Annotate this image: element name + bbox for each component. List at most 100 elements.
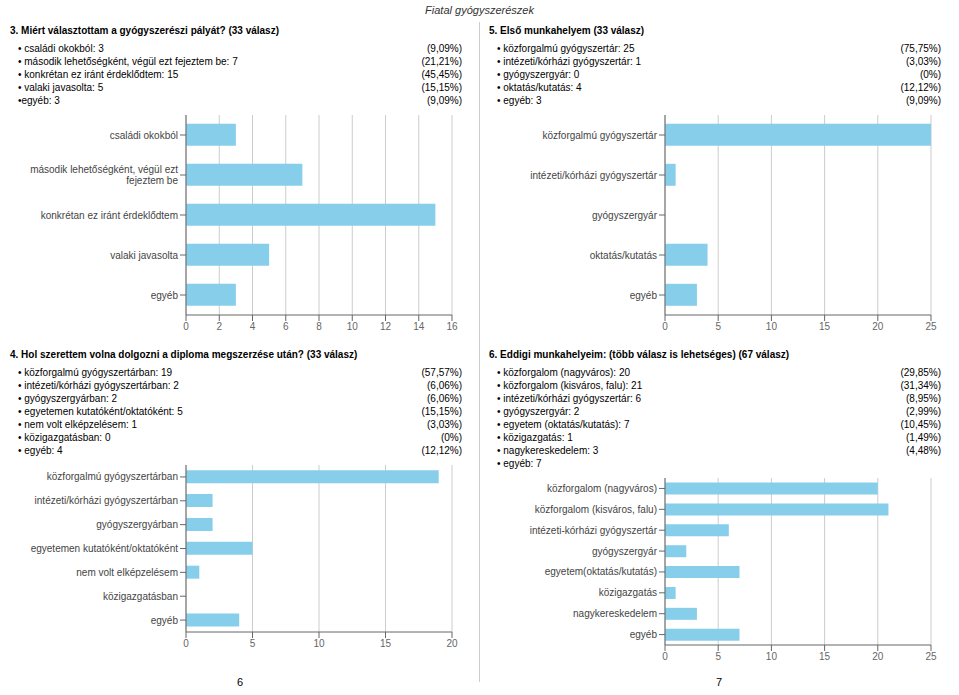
svg-text:2: 2 [216, 321, 222, 332]
html-text:(15,15%): (15,15%) [421, 406, 462, 417]
svg-text:oktatás/kutatás: oktatás/kutatás [590, 250, 657, 261]
svg-text:intézeti/kórházi gyógyszertár: intézeti/kórházi gyógyszertár [530, 170, 657, 181]
svg-text:5: 5 [715, 321, 721, 332]
svg-text:20: 20 [872, 321, 884, 332]
html-text:(3,03%): (3,03%) [427, 419, 462, 430]
svg-text:5: 5 [250, 638, 256, 649]
svg-text:10: 10 [766, 321, 778, 332]
svg-text:közigazgatásban: közigazgatásban [103, 591, 178, 602]
html-text:• intézeti/kórházi gyógyszertá: • intézeti/kórházi gyógyszertárban: 2 [18, 380, 179, 391]
html-text:(6,06%): (6,06%) [427, 393, 462, 404]
svg-text:közigazgatás: közigazgatás [599, 587, 657, 598]
html-text:• közforgalmú gyógyszertárban:: • közforgalmú gyógyszertárban: 19 [18, 367, 173, 378]
svg-text:10: 10 [347, 321, 359, 332]
html-text:(9,09%): (9,09%) [906, 95, 941, 106]
html-text:• gyógyszergyár: 2: • gyógyszergyár: 2 [497, 406, 580, 417]
html-text:Fiatal gyógyszerészek: Fiatal gyógyszerészek [425, 4, 534, 16]
html-text:(75,75%): (75,75%) [900, 43, 941, 54]
svg-text:gyógyszergyár: gyógyszergyár [592, 546, 658, 557]
html-text:• intézeti/kórházi gyógyszertá: • intézeti/kórházi gyógyszertár: 6 [497, 393, 642, 404]
svg-text:családi okokból: családi okokból [110, 130, 178, 141]
svg-text:4: 4 [250, 321, 256, 332]
svg-text:nagykereskedelem: nagykereskedelem [573, 608, 657, 619]
html-text:(45,45%): (45,45%) [421, 69, 462, 80]
html-text:(9,09%): (9,09%) [427, 43, 462, 54]
html-text:• konkrétan ez iránt érdeklődt: • konkrétan ez iránt érdeklődtem: 15 [18, 69, 179, 80]
html-text:(12,12%): (12,12%) [421, 445, 462, 456]
svg-text:0: 0 [183, 321, 189, 332]
svg-text:közforgalom (nagyváros): közforgalom (nagyváros) [547, 483, 657, 494]
svg-text:gyógyszergyárban: gyógyszergyárban [96, 519, 178, 530]
svg-text:25: 25 [925, 321, 937, 332]
html-text:• egyéb: 3: • egyéb: 3 [497, 95, 542, 106]
html-text:• közforgalmú gyógyszertár: 25: • közforgalmú gyógyszertár: 25 [497, 43, 635, 54]
svg-text:20: 20 [872, 651, 884, 662]
html-text:(6,06%): (6,06%) [427, 380, 462, 391]
svg-text:10: 10 [766, 651, 778, 662]
svg-text:egyetem(oktatás/kutatás): egyetem(oktatás/kutatás) [545, 566, 657, 577]
html-text:(31,34%): (31,34%) [900, 380, 941, 391]
svg-text:12: 12 [380, 321, 392, 332]
svg-text:egyetemen kutatóként/oktatókén: egyetemen kutatóként/oktatóként [31, 543, 179, 554]
svg-text:gyógyszergyár: gyógyszergyár [592, 210, 658, 221]
html-text:(12,12%): (12,12%) [900, 82, 941, 93]
svg-text:14: 14 [413, 321, 425, 332]
html-text:• gyógyszergyárban: 2: • gyógyszergyárban: 2 [18, 393, 118, 404]
svg-text:16: 16 [446, 321, 458, 332]
html-text:• közigazgatásban: 0: • közigazgatásban: 0 [18, 432, 111, 443]
html-text:• valaki javasolta: 5: • valaki javasolta: 5 [18, 82, 104, 93]
html-text:(29,85%): (29,85%) [900, 367, 941, 378]
svg-text:valaki javasolta: valaki javasolta [110, 250, 178, 261]
html-text:• közforgalom (nagyváros): 20: • közforgalom (nagyváros): 20 [497, 367, 630, 378]
html-text:•egyéb: 3: •egyéb: 3 [18, 95, 60, 106]
html-text:(9,09%): (9,09%) [427, 95, 462, 106]
svg-text:közforgalmú gyógyszertárban: közforgalmú gyógyszertárban [47, 471, 178, 482]
html-text:(21,21%): (21,21%) [421, 56, 462, 67]
html-text:• oktatás/kutatás: 4: • oktatás/kutatás: 4 [497, 82, 582, 93]
html-text:• gyógyszergyár: 0: • gyógyszergyár: 0 [497, 69, 580, 80]
svg-text:egyéb: egyéb [151, 615, 179, 626]
html-text:• egyetemen kutatóként/oktatók: • egyetemen kutatóként/oktatóként: 5 [18, 406, 183, 417]
svg-text:10: 10 [313, 638, 325, 649]
html-text:• egyéb: 4: • egyéb: 4 [18, 445, 63, 456]
html-text:6. Eddigi munkahelyeim: (több: 6. Eddigi munkahelyeim: (több válasz is … [489, 349, 790, 360]
svg-text:15: 15 [380, 638, 392, 649]
html-text:(0%): (0%) [919, 69, 941, 80]
svg-text:8: 8 [316, 321, 322, 332]
svg-text:6: 6 [283, 321, 289, 332]
svg-text:25: 25 [925, 651, 937, 662]
svg-text:konkrétan ez iránt érdeklődtem: konkrétan ez iránt érdeklődtem [41, 210, 178, 221]
svg-text:intézeti/kórházi gyógyszertárb: intézeti/kórházi gyógyszertárban [35, 495, 178, 506]
svg-text:0: 0 [662, 651, 668, 662]
svg-text:egyéb: egyéb [630, 629, 658, 640]
html-text:(8,95%): (8,95%) [906, 393, 941, 404]
html-text:• nem volt elképzelésem: 1: • nem volt elképzelésem: 1 [18, 419, 138, 430]
html-text:• családi okokból: 3: • családi okokból: 3 [18, 43, 104, 54]
svg-text:5: 5 [715, 651, 721, 662]
html-text:3. Miért választottam a gyógys: 3. Miért választottam a gyógyszerészi pá… [10, 25, 279, 36]
svg-text:közforgalom (kisváros, falu): közforgalom (kisváros, falu) [535, 504, 657, 515]
html-text:(57,57%): (57,57%) [421, 367, 462, 378]
html-text:4. Hol szerettem volna dolgozn: 4. Hol szerettem volna dolgozni a diplom… [10, 349, 358, 360]
svg-text:közforgalmú gyógyszertár: közforgalmú gyógyszertár [543, 130, 658, 141]
svg-text:0: 0 [183, 638, 189, 649]
html-text:(3,03%): (3,03%) [906, 56, 941, 67]
svg-text:15: 15 [819, 651, 831, 662]
html-text:(10,45%): (10,45%) [900, 419, 941, 430]
html-text:• intézeti/kórházi gyógyszertá: • intézeti/kórházi gyógyszertár: 1 [497, 56, 642, 67]
html-text:(0%): (0%) [440, 432, 462, 443]
html-text:(15,15%): (15,15%) [421, 82, 462, 93]
svg-text:egyéb: egyéb [630, 290, 658, 301]
html-text:• közforgalom (kisváros, falu): • közforgalom (kisváros, falu): 21 [497, 380, 643, 391]
svg-text:15: 15 [819, 321, 831, 332]
html-text:5. Első munkahelyem (33 válasz: 5. Első munkahelyem (33 válasz) [489, 25, 645, 36]
svg-text:második lehetőségként, végül e: második lehetőségként, végül eztfejeztem… [30, 164, 178, 186]
html-text:• második lehetőségként, végül: • második lehetőségként, végül ezt fejez… [18, 56, 238, 67]
svg-text:egyéb: egyéb [151, 290, 179, 301]
svg-text:0: 0 [662, 321, 668, 332]
svg-text:20: 20 [446, 638, 458, 649]
svg-text:nem volt elképzelésem: nem volt elképzelésem [76, 567, 178, 578]
svg-text:intézeti-kórházi gyógyszertár: intézeti-kórházi gyógyszertár [530, 525, 658, 536]
html-text:(2,99%): (2,99%) [906, 406, 941, 417]
html-text:• egyetem (oktatás/kutatás): 7: • egyetem (oktatás/kutatás): 7 [497, 419, 630, 430]
